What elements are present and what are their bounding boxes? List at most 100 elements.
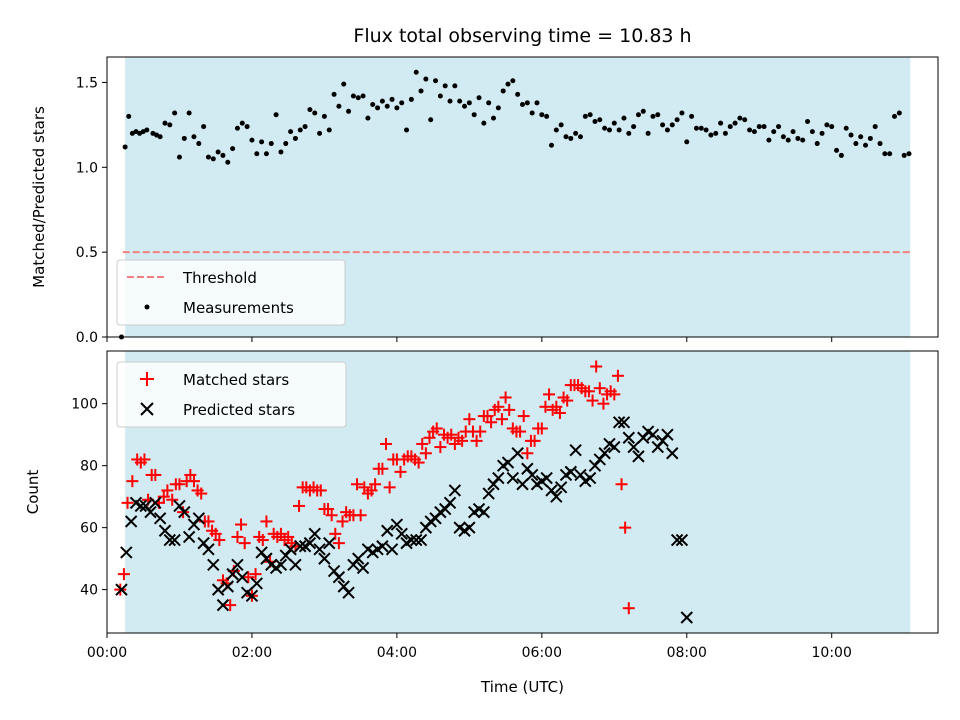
matched-star-point — [126, 475, 139, 488]
measurement-point — [582, 113, 588, 119]
measurement-point — [486, 100, 492, 106]
measurement-point — [263, 151, 269, 157]
predicted-star-point — [356, 561, 370, 575]
predicted-star-point — [236, 571, 249, 584]
x-tick-label: 08:00 — [667, 645, 707, 661]
measurement-point — [548, 142, 554, 148]
matched-star-point — [514, 425, 527, 438]
measurement-point — [795, 135, 801, 141]
measurement-point — [790, 129, 796, 135]
matched-star-point — [590, 360, 603, 373]
measurement-point — [336, 103, 342, 109]
legend-matched-swatch — [140, 372, 154, 386]
predicted-star-point — [216, 598, 230, 612]
predicted-star-point — [294, 540, 307, 553]
y-tick-label: 1.5 — [76, 75, 98, 91]
measurement-point — [350, 93, 356, 99]
measurement-point — [437, 93, 443, 99]
matched-star-point — [597, 397, 610, 410]
matched-star-point — [256, 534, 269, 547]
legend-matched-label: Matched stars — [183, 371, 289, 389]
measurement-point — [645, 130, 651, 136]
bottom-legend-box — [116, 361, 347, 428]
x-tick-label: 04:00 — [377, 645, 417, 661]
bottom-y-ticks: 40 60 80 100 — [71, 397, 107, 599]
measurement-point — [144, 127, 150, 133]
x-tick-label: 06:00 — [522, 645, 562, 661]
matched-star-point — [394, 465, 407, 478]
matched-star-point — [336, 515, 349, 528]
bottom-y-axis-label: Count — [24, 470, 42, 515]
measurement-point — [742, 117, 748, 123]
measurement-point — [341, 81, 347, 87]
predicted-star-point — [207, 558, 220, 572]
measurement-point — [273, 112, 279, 118]
measurement-points — [118, 69, 912, 340]
measurement-point — [452, 83, 458, 89]
predicted-star-point — [680, 611, 693, 624]
measurement-point — [800, 137, 806, 143]
predicted-star-point — [284, 543, 297, 556]
matched-star-point — [586, 394, 599, 407]
predicted-star-points — [115, 416, 693, 624]
predicted-star-point — [144, 505, 157, 519]
predicted-star-point — [134, 499, 148, 513]
y-tick-label: 80 — [80, 459, 98, 475]
measurement-point — [872, 124, 878, 130]
measurement-point — [896, 110, 902, 116]
measurement-point — [529, 110, 535, 116]
top-y-axis-label: Matched/Predicted stars — [30, 106, 48, 288]
bottom-x-ticks: 00:00 02:00 04:00 06:00 08:00 10:00 — [87, 633, 852, 661]
predicted-star-point — [120, 546, 133, 559]
matched-star-point — [503, 403, 516, 416]
predicted-star-point — [463, 521, 476, 534]
bottom-panel: 40 60 80 100 00:00 02:00 04:00 06:00 08:00 10:00… — [24, 350, 939, 696]
legend-measurements-swatch — [144, 304, 150, 310]
x-tick-label: 00:00 — [87, 645, 127, 661]
matched-star-point — [260, 515, 273, 528]
measurement-point — [679, 110, 685, 116]
measurement-point — [602, 125, 608, 131]
matched-star-point — [608, 388, 621, 401]
measurement-point — [234, 125, 240, 131]
measurement-point — [766, 137, 772, 143]
predicted-star-point — [395, 527, 408, 541]
measurement-point — [901, 152, 907, 158]
measurement-point — [126, 113, 132, 119]
matched-star-point — [485, 416, 498, 429]
matched-star-point — [274, 527, 287, 540]
measurement-point — [505, 81, 511, 87]
measurement-point — [635, 112, 641, 118]
measurement-point — [597, 117, 603, 123]
matched-star-point — [474, 425, 487, 438]
measurement-point — [558, 122, 564, 128]
measurement-point — [819, 130, 825, 136]
predicted-star-point — [661, 428, 674, 441]
matched-star-point — [322, 503, 335, 516]
measurement-point — [693, 125, 699, 131]
measurement-point — [172, 110, 178, 116]
predicted-star-point — [646, 428, 660, 441]
measurement-point — [814, 141, 820, 147]
measurement-point — [606, 127, 612, 133]
measurement-point — [283, 141, 289, 147]
measurement-point — [462, 103, 468, 109]
matched-star-point — [419, 447, 432, 460]
predicted-star-point — [182, 530, 196, 544]
matched-star-point — [166, 493, 179, 506]
measurement-point — [176, 154, 182, 160]
measurement-point — [751, 129, 757, 135]
predicted-star-point — [598, 447, 611, 460]
matched-star-point — [495, 413, 508, 426]
measurement-point — [230, 146, 236, 152]
predicted-star-point — [226, 567, 239, 581]
measurement-point — [771, 129, 777, 135]
matched-star-point — [535, 422, 548, 435]
x-tick-label: 10:00 — [812, 645, 852, 661]
measurement-point — [404, 127, 410, 133]
measurement-point — [476, 95, 482, 101]
matched-star-point — [117, 568, 130, 581]
measurement-point — [573, 130, 579, 136]
measurement-point — [157, 134, 163, 140]
matched-star-point — [231, 530, 244, 543]
